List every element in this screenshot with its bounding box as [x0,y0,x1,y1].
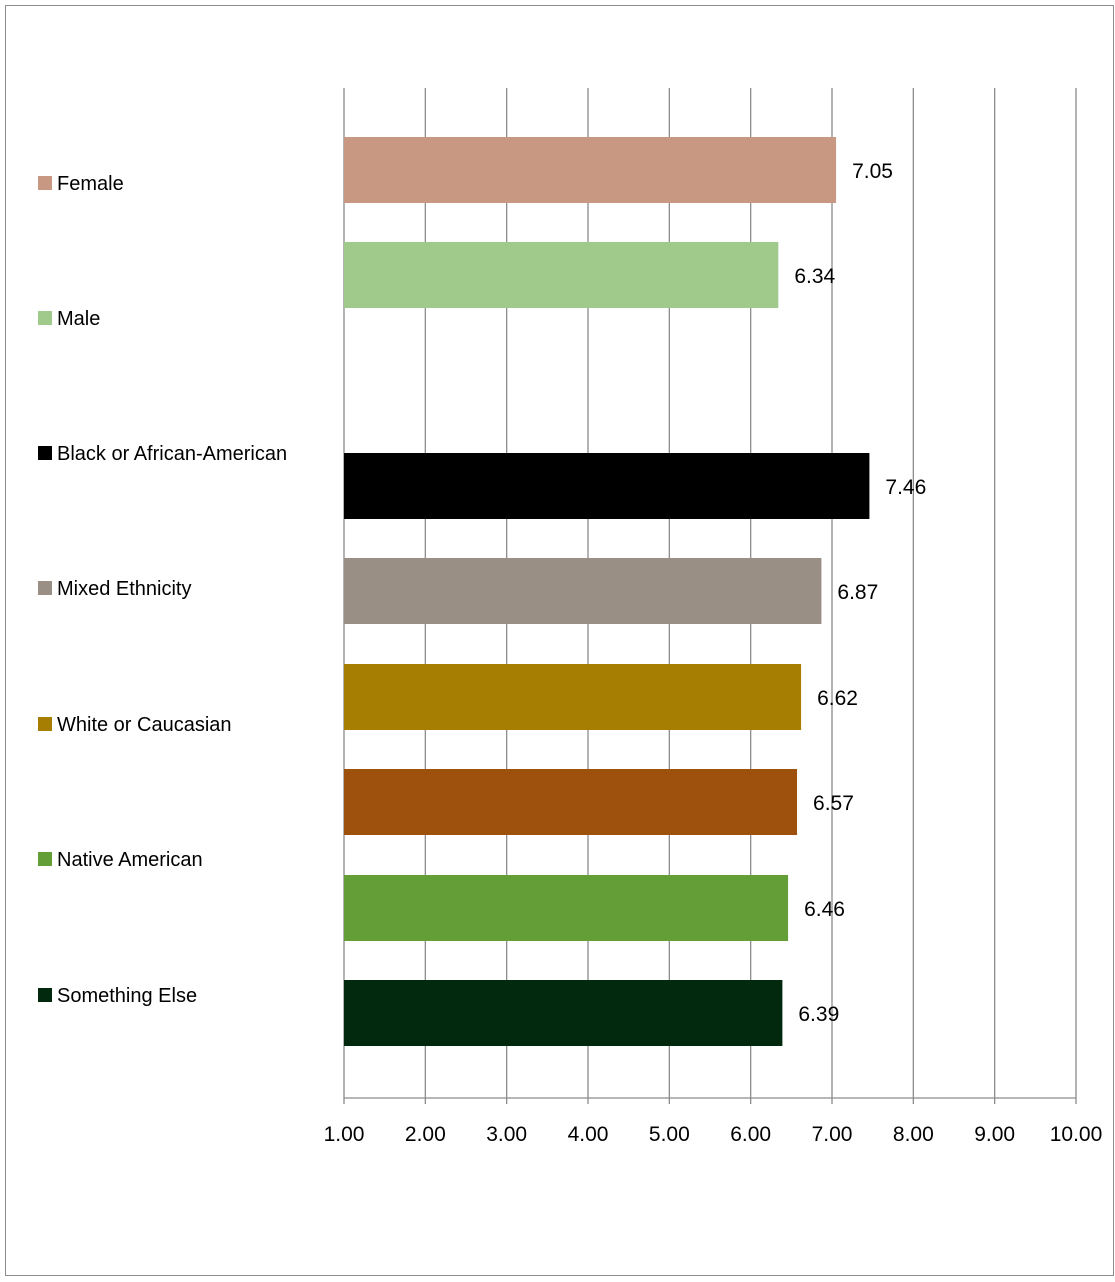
legend-label: White or Caucasian [57,714,232,736]
legend: Female Male Black or African-American Mixed… [38,173,287,1007]
legend-swatch [38,176,52,190]
legend-swatch [38,581,52,595]
x-tick-label: 3.00 [486,1123,527,1146]
x-tick-label: 1.00 [324,1123,365,1146]
bar-value-label: 6.46 [804,898,845,921]
legend-label: Something Else [57,985,197,1007]
legend-swatch [38,717,52,731]
bar-value-label: 6.39 [798,1003,839,1026]
legend-label: Native American [57,849,203,871]
x-tick-label: 5.00 [649,1123,690,1146]
x-tick-label: 4.00 [568,1123,609,1146]
bar-value-label: 7.46 [885,476,926,499]
bar [344,558,822,624]
legend-label: Black or African-American [57,443,287,465]
bar [344,875,789,941]
bar-value-label: 6.34 [794,265,835,288]
legend-label: Female [57,173,124,195]
x-axis: 1.00 2.00 3.00 4.00 5.00 6.00 7.00 8.00 9.00 10.0… [324,1097,1103,1146]
bar-value-label: 7.05 [852,160,893,183]
x-tick-label: 6.00 [730,1123,771,1146]
legend-swatch [38,988,52,1002]
bar [344,137,837,203]
legend-label: Mixed Ethnicity [57,578,192,600]
bar [344,980,783,1046]
chart-border [5,5,1114,1276]
legend-swatch [38,852,52,866]
bar [344,453,870,519]
legend-swatch [38,446,52,460]
x-tick-label: 10.00 [1050,1123,1103,1146]
x-tick-label: 7.00 [812,1123,853,1146]
legend-swatch [38,311,52,325]
bar-value-label: 6.87 [837,581,878,604]
x-tick-label: 8.00 [893,1123,934,1146]
bars: 7.05 6.34 7.46 6.87 6.62 6.57 6.46 6.39 [344,137,926,1046]
bar-value-label: 6.62 [817,687,858,710]
x-tick-label: 9.00 [974,1123,1015,1146]
bar [344,769,798,835]
x-tick-label: 2.00 [405,1123,446,1146]
bar-value-label: 6.57 [813,792,854,815]
bar [344,242,779,308]
bar [344,664,802,730]
legend-label: Male [57,308,100,330]
